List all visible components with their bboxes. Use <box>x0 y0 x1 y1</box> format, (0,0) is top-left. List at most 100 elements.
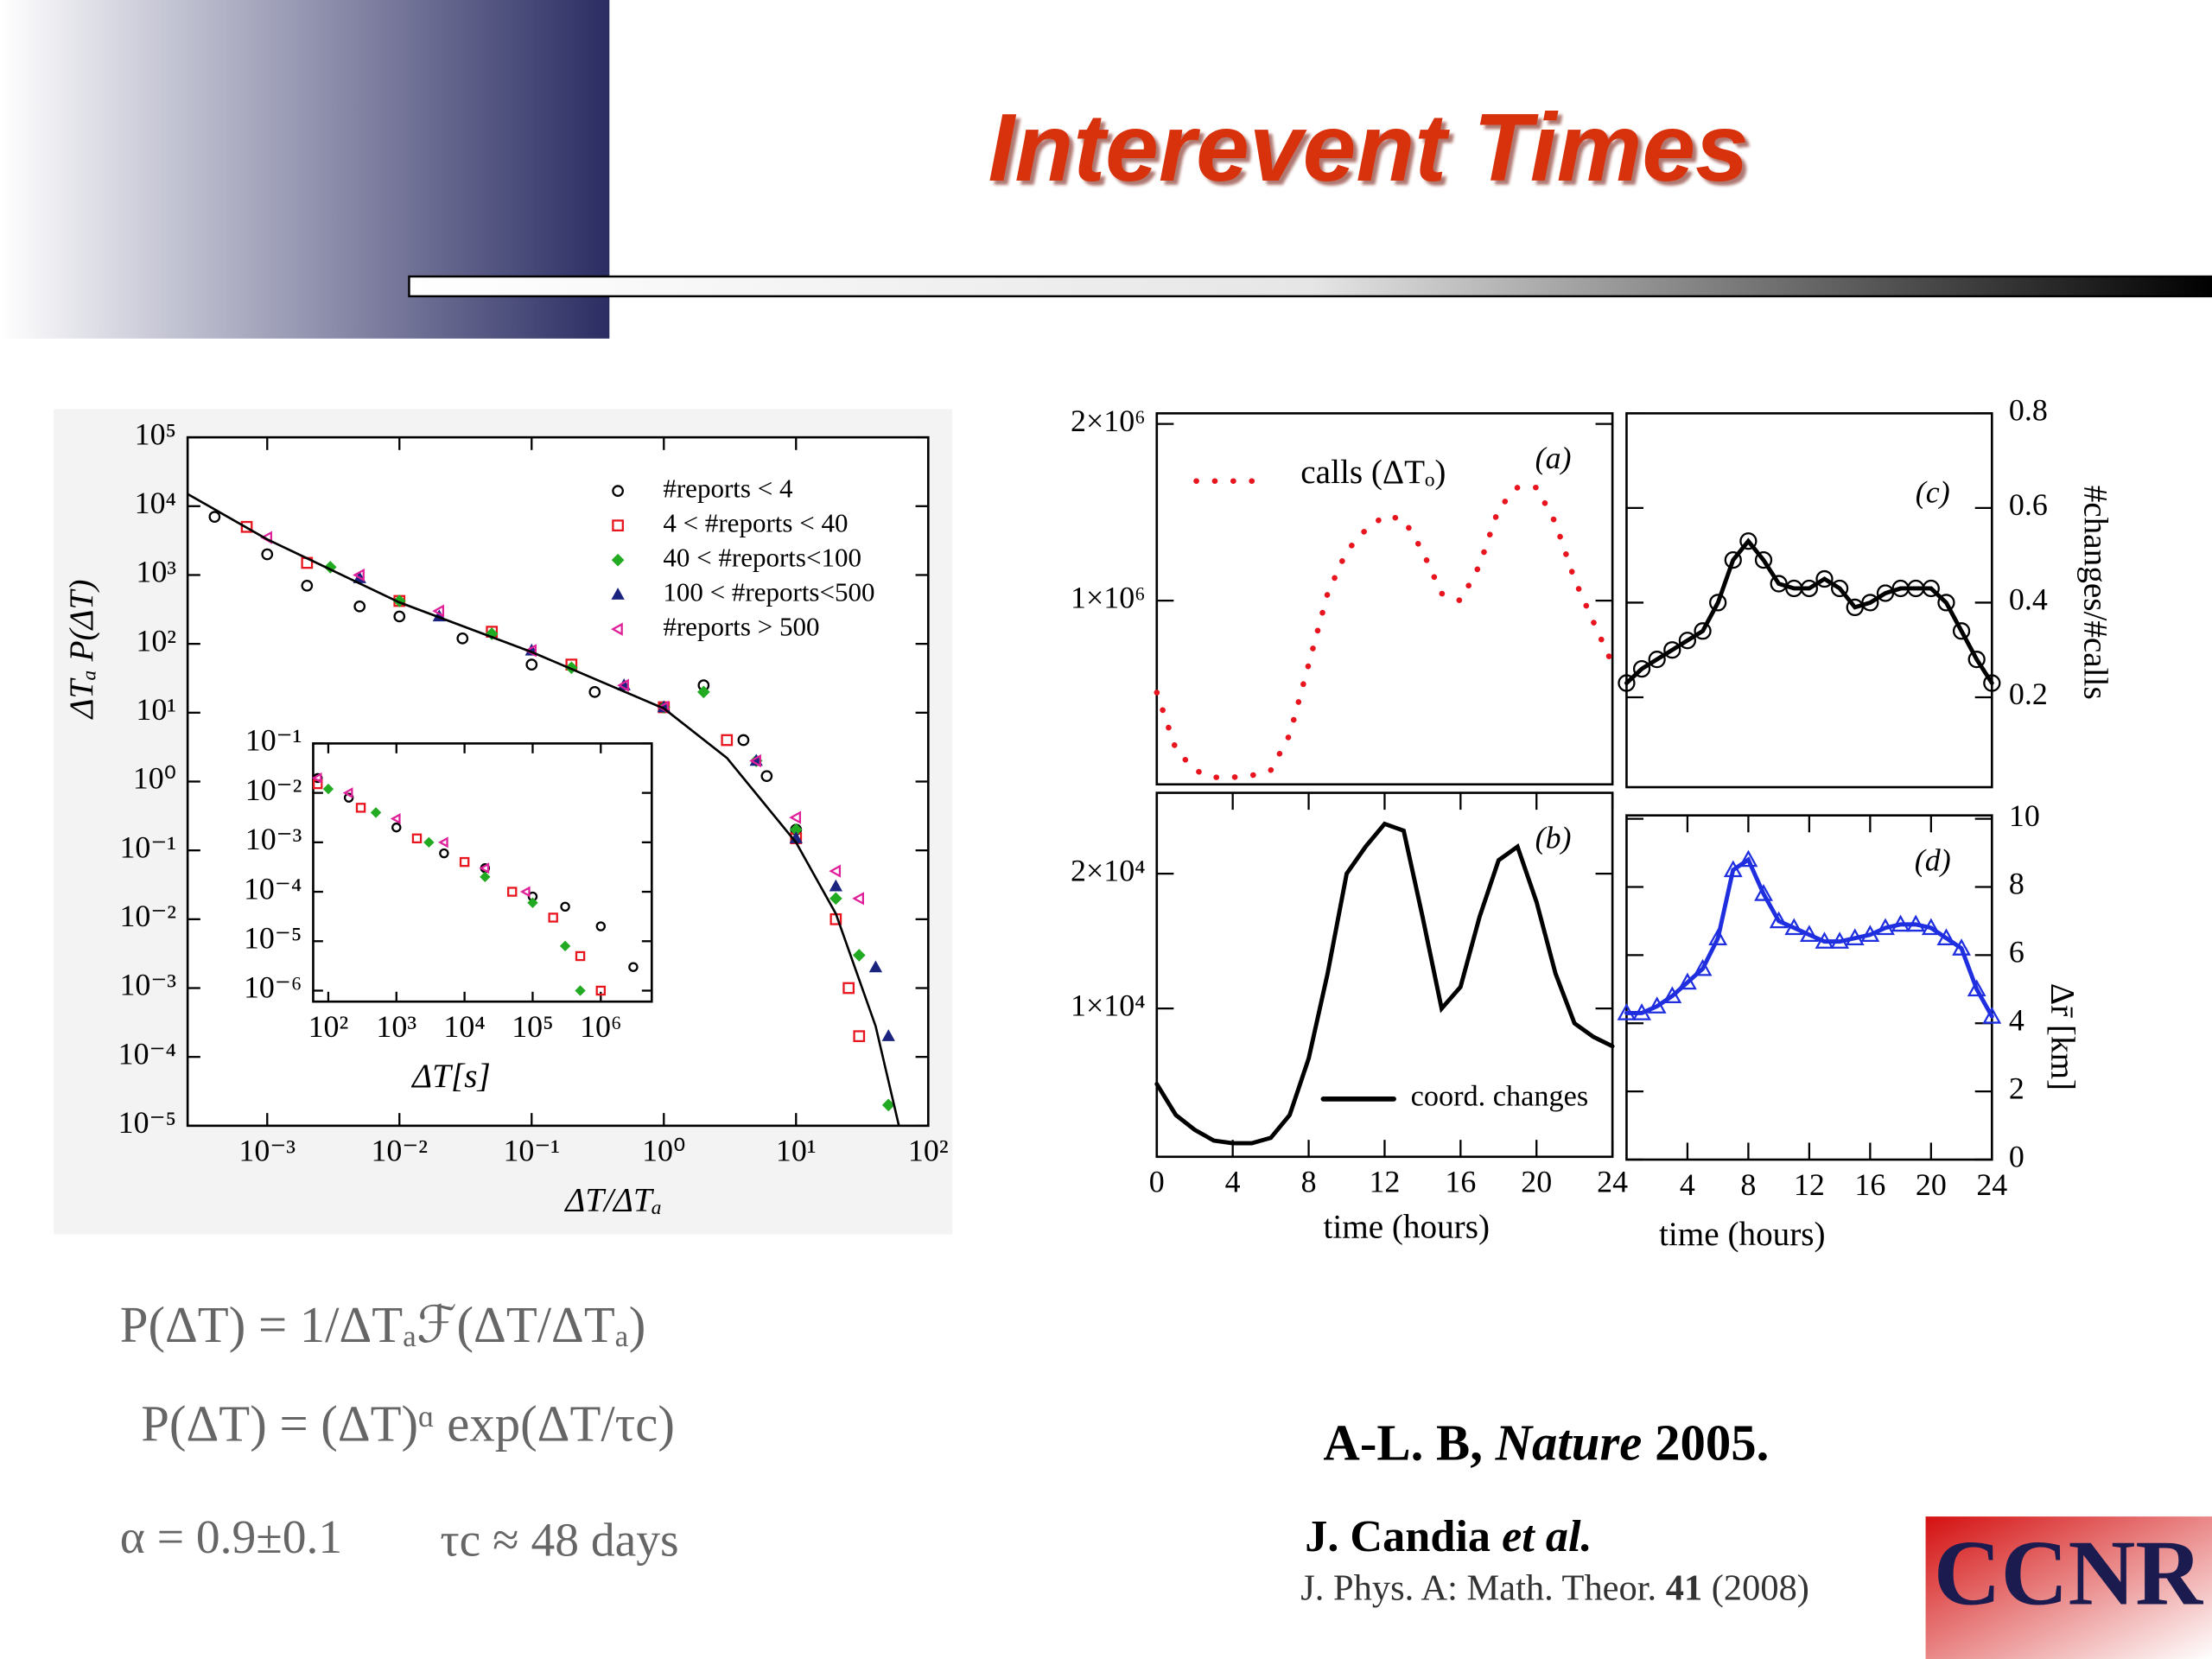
marker <box>1936 928 1956 945</box>
y-tick-label: 10¹ <box>136 692 176 727</box>
x-tick-label: 12 <box>1794 1167 1825 1202</box>
marker <box>1738 849 1758 868</box>
plot-area <box>1625 814 1993 1161</box>
marker <box>1799 925 1819 943</box>
y-tick-label: 2×10⁴ <box>1071 853 1146 887</box>
y-tick-label: 10⁻² <box>245 772 302 807</box>
marker <box>881 1029 895 1041</box>
y-tick-label: 2×10⁶ <box>1071 404 1146 438</box>
marker <box>868 960 883 973</box>
x-tick-label: 20 <box>1916 1167 1947 1202</box>
marker <box>721 734 734 747</box>
y-tick-label: 4 <box>2009 1003 2024 1038</box>
marker <box>1724 551 1742 569</box>
marker <box>1830 931 1850 949</box>
marker <box>1815 569 1834 588</box>
y-tick-label: 1×10⁴ <box>1071 988 1146 1022</box>
marker <box>479 862 490 874</box>
marker <box>657 700 669 715</box>
reference-authors: J. Candia <box>1305 1511 1491 1561</box>
marker <box>1754 884 1773 901</box>
plot-area <box>186 435 930 1128</box>
marker <box>1708 928 1728 945</box>
data-line <box>1154 821 1615 1146</box>
marker <box>391 822 402 833</box>
y-tick-label: 10⁻⁵ <box>244 921 302 956</box>
x-tick-label: 10⁻² <box>371 1134 428 1168</box>
reference-volume: 41 <box>1666 1567 1702 1608</box>
x-tick-label: 24 <box>1976 1167 2007 1202</box>
x-tick-label: 10⁻¹ <box>503 1134 560 1168</box>
marker <box>628 962 639 972</box>
x-tick-label: 16 <box>1854 1167 1885 1202</box>
y-tick-label: 10⁻⁶ <box>244 970 302 1005</box>
marker <box>830 892 842 906</box>
marker <box>588 685 601 698</box>
marker <box>353 600 366 613</box>
y-tick-label: 0.4 <box>2009 582 2048 617</box>
marker <box>439 848 449 859</box>
y-tick-label: 10⁻⁴ <box>244 871 302 906</box>
y-tick-label: 10³ <box>136 555 176 589</box>
x-tick-label: 8 <box>1740 1167 1756 1202</box>
marker <box>1648 651 1666 669</box>
y-tick-label: 10⁻¹ <box>245 723 302 758</box>
marker <box>1860 925 1880 943</box>
formula: τc ≈ 48 days <box>440 1514 678 1567</box>
marker <box>1815 931 1834 949</box>
marker <box>1967 979 1986 997</box>
marker <box>1922 579 1940 598</box>
marker <box>208 511 221 523</box>
legend-label: 100 < #reports<500 <box>663 576 874 607</box>
panel-label: (b) <box>1535 820 1572 855</box>
data-line <box>1624 856 1994 1019</box>
x-tick-label: 10⁰ <box>642 1134 685 1168</box>
marker <box>456 632 469 645</box>
legend-marker <box>611 588 625 600</box>
marker <box>1967 651 1986 669</box>
y-axis-label: ΔTₐ P(ΔT) <box>63 580 100 721</box>
formula: α = 0.9±0.1 <box>120 1511 342 1564</box>
reference-etal: et al. <box>1502 1511 1592 1561</box>
marker <box>595 921 607 931</box>
marker <box>560 901 570 912</box>
marker <box>548 912 558 923</box>
x-axis-label: ΔT/ΔTₐ <box>563 1182 662 1219</box>
legend-label: #reports > 500 <box>663 611 819 641</box>
reference: J. Phys. A: Math. Theor. 41 (2008) <box>1300 1567 1809 1608</box>
marker <box>1617 1003 1637 1020</box>
marker <box>842 982 855 995</box>
marker <box>411 833 423 844</box>
x-tick-label: 10³ <box>376 1009 416 1044</box>
marker <box>1754 551 1773 569</box>
marker <box>480 871 491 883</box>
y-axis-label: Δr̄ [km] <box>2044 983 2082 1090</box>
reference: J. Candia et al. <box>1305 1511 1592 1561</box>
legend-label: calls (ΔTₒ) <box>1300 454 1446 491</box>
marker <box>1723 860 1743 878</box>
marker <box>370 807 382 818</box>
reference-journal: J. Phys. A: Math. Theor. <box>1300 1567 1656 1608</box>
y-tick-label: 0.2 <box>2009 677 2048 711</box>
marker <box>301 579 314 592</box>
marker <box>1632 659 1651 678</box>
y-tick-label: 10⁻¹ <box>119 830 176 864</box>
legend-label: 4 < #reports < 40 <box>663 507 848 537</box>
x-tick-label: 10² <box>908 1134 949 1168</box>
y-tick-label: 10⁻³ <box>119 968 176 1002</box>
formula: P(ΔT) = (ΔT)ᵅ exp(ΔT/τc) <box>141 1395 675 1452</box>
panel-label: (a) <box>1535 441 1572 475</box>
marker <box>1861 594 1879 612</box>
marker <box>1846 598 1864 617</box>
marker <box>353 568 365 582</box>
formula: P(ΔT) = 1/ΔTₐℱ(ΔT/ΔTₐ) <box>120 1297 646 1353</box>
marker <box>737 734 750 747</box>
marker <box>760 770 773 783</box>
marker <box>1678 632 1697 650</box>
marker <box>575 950 586 962</box>
marker <box>575 985 586 996</box>
panel-label: (d) <box>1915 842 1951 877</box>
marker <box>881 1098 895 1112</box>
x-tick-label: 12 <box>1369 1165 1400 1199</box>
